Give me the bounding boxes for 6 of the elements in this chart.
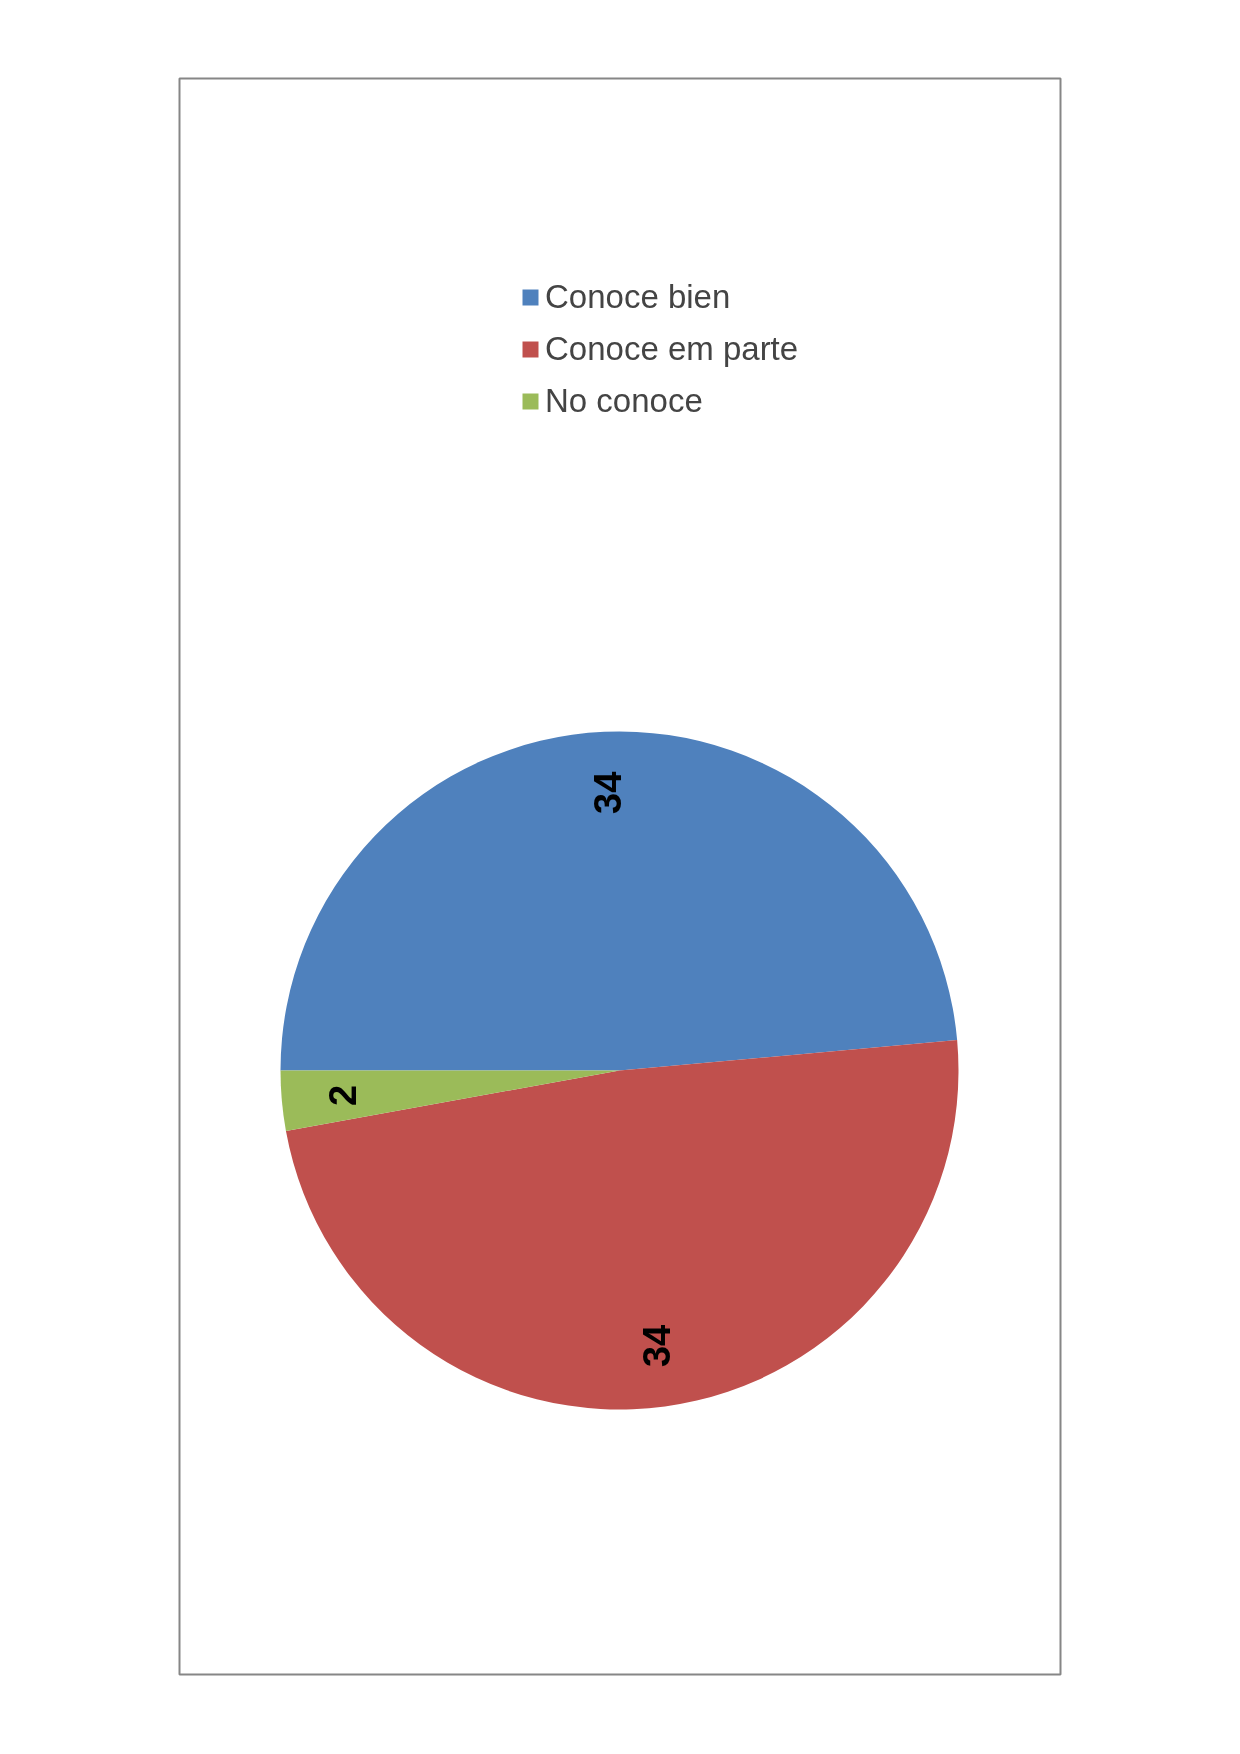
legend-label: Conoce bien <box>545 278 731 316</box>
data-label: 34 <box>586 771 629 814</box>
legend-label: No conoce <box>545 382 703 420</box>
data-label: 2 <box>322 1084 365 1106</box>
legend-label: Conoce em parte <box>545 330 799 368</box>
data-label: 34 <box>636 1324 679 1368</box>
